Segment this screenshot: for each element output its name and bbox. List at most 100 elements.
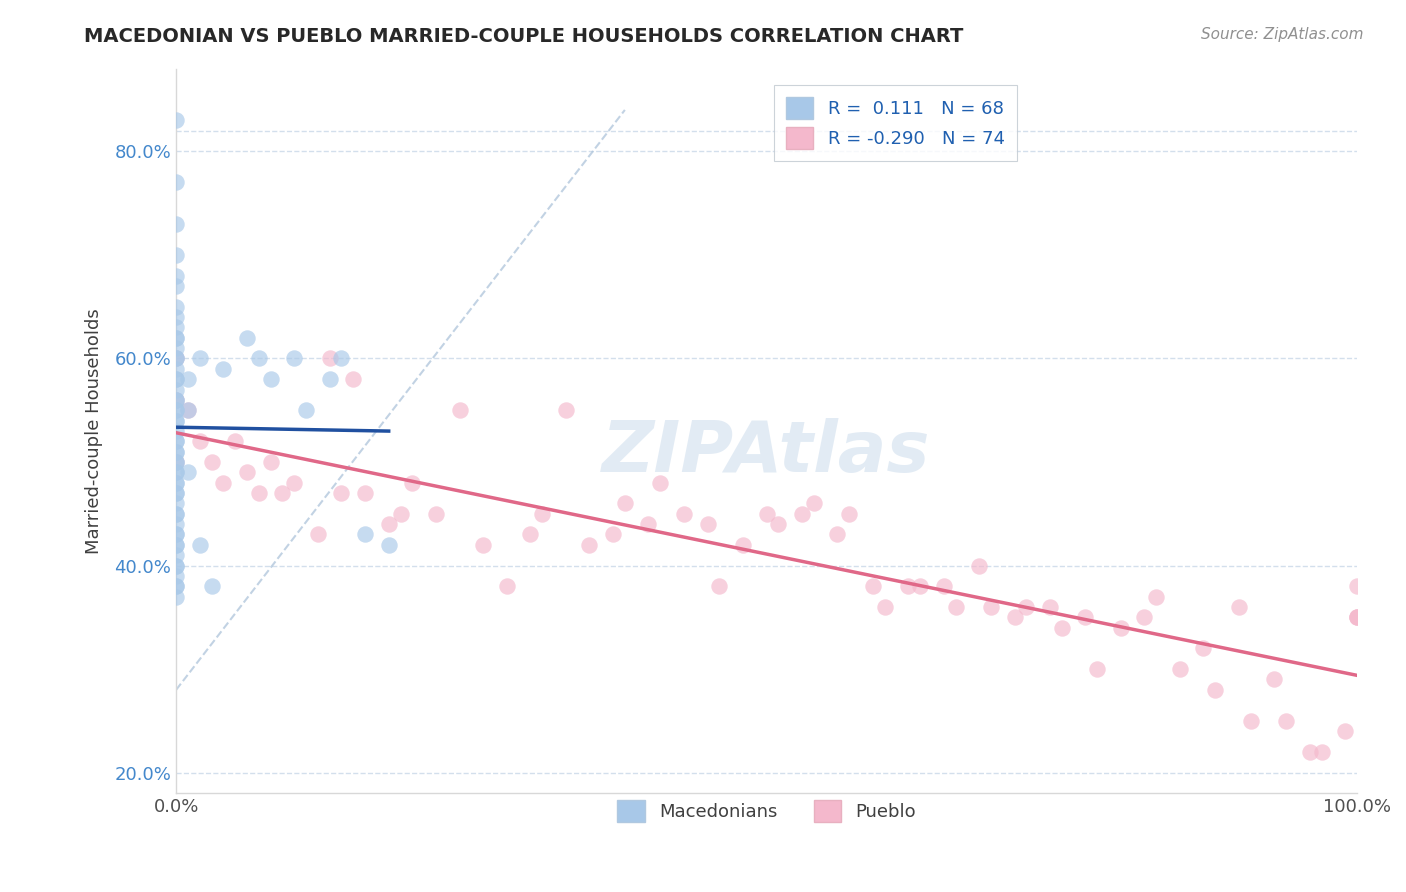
Legend: Macedonians, Pueblo: Macedonians, Pueblo	[605, 788, 928, 835]
Point	[1204, 682, 1226, 697]
Point	[554, 403, 576, 417]
Point	[1074, 610, 1097, 624]
Point	[165, 300, 187, 314]
Point	[1263, 673, 1285, 687]
Point	[165, 579, 187, 593]
Point	[165, 331, 187, 345]
Point	[696, 517, 718, 532]
Point	[212, 361, 235, 376]
Point	[602, 527, 624, 541]
Point	[188, 538, 211, 552]
Point	[803, 496, 825, 510]
Point	[838, 507, 860, 521]
Point	[897, 579, 920, 593]
Point	[224, 434, 246, 449]
Point	[318, 372, 340, 386]
Point	[768, 517, 790, 532]
Point	[165, 320, 187, 334]
Point	[165, 310, 187, 324]
Point	[1133, 610, 1156, 624]
Point	[389, 507, 412, 521]
Point	[1004, 610, 1026, 624]
Point	[1346, 610, 1368, 624]
Point	[1310, 745, 1333, 759]
Point	[188, 434, 211, 449]
Text: ZIPAtlas: ZIPAtlas	[602, 418, 931, 487]
Point	[165, 590, 187, 604]
Point	[425, 507, 447, 521]
Point	[200, 579, 222, 593]
Point	[259, 372, 281, 386]
Point	[307, 527, 329, 541]
Point	[165, 444, 187, 458]
Point	[862, 579, 884, 593]
Point	[165, 383, 187, 397]
Point	[672, 507, 695, 521]
Point	[165, 392, 187, 407]
Point	[165, 558, 187, 573]
Point	[613, 496, 636, 510]
Point	[165, 517, 187, 532]
Point	[377, 517, 399, 532]
Point	[165, 392, 187, 407]
Point	[259, 455, 281, 469]
Point	[165, 507, 187, 521]
Point	[945, 599, 967, 614]
Point	[755, 507, 778, 521]
Point	[165, 279, 187, 293]
Point	[354, 527, 377, 541]
Point	[165, 527, 187, 541]
Point	[165, 351, 187, 366]
Point	[165, 455, 187, 469]
Point	[165, 455, 187, 469]
Point	[495, 579, 517, 593]
Point	[165, 444, 187, 458]
Point	[165, 414, 187, 428]
Point	[1346, 579, 1368, 593]
Point	[165, 403, 187, 417]
Point	[165, 434, 187, 449]
Point	[1334, 724, 1357, 739]
Point	[731, 538, 754, 552]
Point	[1346, 610, 1368, 624]
Point	[165, 507, 187, 521]
Point	[578, 538, 600, 552]
Point	[1050, 621, 1073, 635]
Point	[165, 248, 187, 262]
Point	[247, 351, 270, 366]
Point	[531, 507, 554, 521]
Point	[165, 579, 187, 593]
Point	[377, 538, 399, 552]
Point	[236, 331, 259, 345]
Point	[236, 466, 259, 480]
Point	[165, 372, 187, 386]
Point	[908, 579, 931, 593]
Point	[1227, 599, 1250, 614]
Point	[165, 424, 187, 438]
Point	[1346, 610, 1368, 624]
Point	[401, 475, 423, 490]
Text: Source: ZipAtlas.com: Source: ZipAtlas.com	[1201, 27, 1364, 42]
Point	[1144, 590, 1167, 604]
Point	[165, 331, 187, 345]
Point	[1275, 714, 1298, 728]
Point	[212, 475, 235, 490]
Point	[165, 414, 187, 428]
Point	[932, 579, 955, 593]
Point	[165, 548, 187, 562]
Point	[177, 466, 200, 480]
Point	[165, 434, 187, 449]
Point	[637, 517, 659, 532]
Point	[165, 361, 187, 376]
Point	[827, 527, 849, 541]
Point	[1299, 745, 1322, 759]
Point	[165, 558, 187, 573]
Point	[519, 527, 541, 541]
Point	[1240, 714, 1263, 728]
Point	[1085, 662, 1108, 676]
Point	[967, 558, 990, 573]
Point	[1109, 621, 1132, 635]
Point	[165, 113, 187, 128]
Point	[790, 507, 813, 521]
Y-axis label: Married-couple Households: Married-couple Households	[86, 308, 103, 554]
